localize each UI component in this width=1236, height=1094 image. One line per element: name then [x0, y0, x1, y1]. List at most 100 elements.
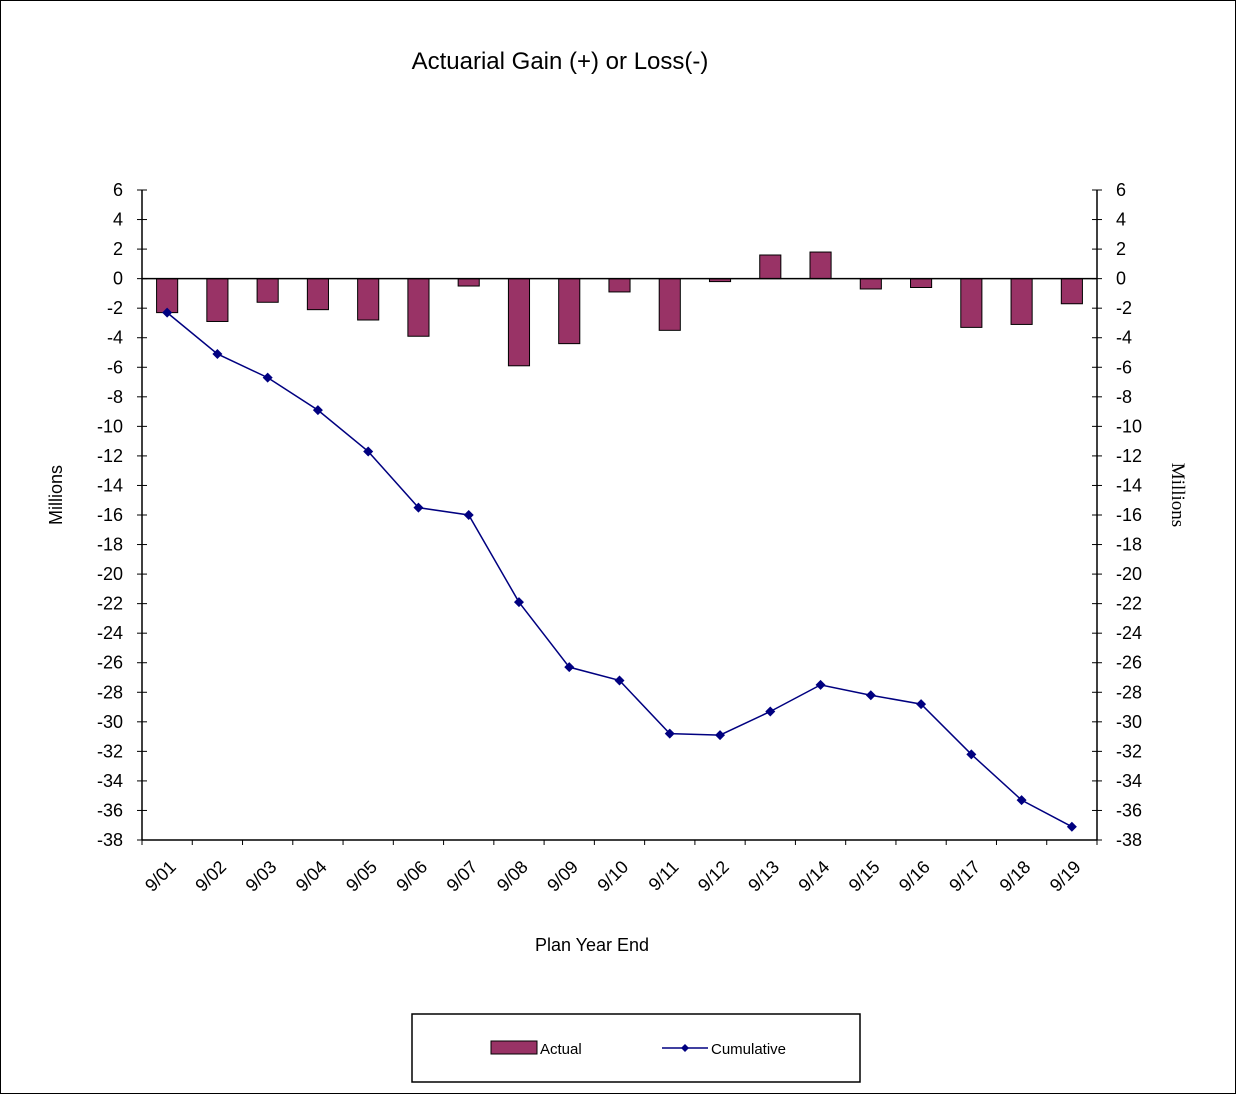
y-axis-label: Millions	[46, 465, 66, 525]
bar-actual	[156, 278, 179, 314]
chart-title: Actuarial Gain (+) or Loss(-)	[412, 48, 709, 75]
x-tick-label: 9/05	[342, 857, 381, 896]
left-tick-label: 6	[113, 180, 123, 200]
left-tick-label: -28	[97, 682, 123, 702]
left-tick-label: -2	[107, 298, 123, 318]
marker-cumulative	[162, 307, 173, 318]
left-tick-label: 2	[113, 239, 123, 259]
right-tick-label: 6	[1116, 180, 1126, 200]
y-axis-label-right: Millions	[1167, 463, 1188, 527]
legend-swatch-actual	[490, 1040, 538, 1055]
right-tick-label: -30	[1116, 712, 1142, 732]
right-tick-label: -8	[1116, 387, 1132, 407]
left-tick-label: -36	[97, 800, 123, 820]
bar-actual	[658, 278, 681, 331]
x-tick-label: 9/10	[593, 857, 632, 896]
marker-cumulative	[865, 690, 876, 701]
left-tick-label: 4	[113, 210, 123, 230]
left-tick-label: -10	[97, 416, 123, 436]
left-tick-label: -32	[97, 741, 123, 761]
bar-actual	[1010, 278, 1033, 325]
legend-box	[411, 1013, 861, 1083]
x-tick-label: 9/18	[996, 857, 1035, 896]
x-tick-label: 9/03	[242, 857, 281, 896]
x-tick-label: 9/13	[744, 857, 783, 896]
marker-cumulative	[363, 446, 374, 457]
bar-actual	[357, 278, 380, 321]
marker-cumulative	[916, 699, 927, 710]
bar-actual	[256, 278, 279, 303]
legend-marker-cumulative	[681, 1044, 689, 1052]
bar-actual	[206, 278, 229, 322]
left-tick-label: 0	[113, 269, 123, 289]
right-tick-label: -10	[1116, 416, 1142, 436]
right-tick-label: -36	[1116, 800, 1142, 820]
marker-cumulative	[1016, 795, 1027, 806]
left-tick-label: -24	[97, 623, 123, 643]
bar-actual	[859, 278, 882, 290]
left-tick-label: -16	[97, 505, 123, 525]
right-tick-label: -38	[1116, 830, 1142, 850]
x-tick-label: 9/15	[845, 857, 884, 896]
right-tick-label: 0	[1116, 269, 1126, 289]
bar-actual	[407, 278, 430, 337]
marker-cumulative	[513, 597, 524, 608]
right-tick-label: 4	[1116, 210, 1126, 230]
marker-cumulative	[815, 679, 826, 690]
bar-actual	[1060, 278, 1083, 305]
marker-cumulative	[614, 675, 625, 686]
x-tick-label: 9/17	[945, 857, 984, 896]
left-tick-label: -14	[97, 475, 123, 495]
x-axis-label: Plan Year End	[535, 935, 649, 955]
bar-actual	[457, 278, 480, 287]
marker-cumulative	[212, 348, 223, 359]
right-tick-label: -34	[1116, 771, 1142, 791]
bar-actual	[809, 251, 832, 280]
left-tick-label: -34	[97, 771, 123, 791]
right-tick-label: -18	[1116, 535, 1142, 555]
x-tick-label: 9/04	[292, 857, 331, 896]
bar-actual	[306, 278, 329, 311]
marker-cumulative	[765, 706, 776, 717]
right-tick-label: -32	[1116, 741, 1142, 761]
right-tick-label: -14	[1116, 475, 1142, 495]
right-tick-label: 2	[1116, 239, 1126, 259]
left-tick-label: -6	[107, 357, 123, 377]
x-tick-label: 9/19	[1046, 857, 1085, 896]
right-tick-label: -24	[1116, 623, 1142, 643]
x-axis: 9/01 9/02 9/03 9/04 9/05 9/06 9/07 9/08 9/09 9/10…	[141, 839, 1098, 896]
left-tick-label: -8	[107, 387, 123, 407]
left-tick-label: -26	[97, 653, 123, 673]
x-tick-label: 9/02	[191, 857, 230, 896]
x-tick-label: 9/07	[443, 857, 482, 896]
legend-label-actual: Actual	[540, 1041, 582, 1058]
left-tick-label: -22	[97, 594, 123, 614]
legend: Actual Cumulative	[411, 1013, 861, 1083]
bar-actual	[960, 278, 983, 328]
right-tick-label: -16	[1116, 505, 1142, 525]
right-tick-label: -6	[1116, 357, 1132, 377]
left-axis: 6 4 2 0 -2 -4 -6 -8 -10 -12 -14 -16 -18 -20 -22 -24 -26 -…	[97, 180, 147, 850]
left-tick-label: -12	[97, 446, 123, 466]
marker-cumulative	[966, 749, 977, 760]
x-tick-label: 9/16	[895, 857, 934, 896]
bar-actual	[910, 278, 933, 288]
right-tick-label: -28	[1116, 682, 1142, 702]
marker-cumulative	[262, 372, 273, 383]
bar-actual	[759, 254, 782, 280]
left-tick-label: -18	[97, 535, 123, 555]
x-tick-label: 9/14	[794, 857, 833, 896]
x-tick-label: 9/06	[392, 857, 431, 896]
x-tick-label: 9/08	[493, 857, 532, 896]
right-tick-label: -20	[1116, 564, 1142, 584]
line-cumulative	[166, 312, 1073, 828]
plot-area	[142, 251, 1097, 832]
right-tick-label: -2	[1116, 298, 1132, 318]
right-tick-label: -26	[1116, 653, 1142, 673]
x-tick-label: 9/12	[694, 857, 733, 896]
marker-cumulative	[564, 662, 575, 673]
right-axis: 6 4 2 0 -2 -4 -6 -8 -10 -12 -14 -16 -18 -20 -22 -24 -26 -…	[1092, 180, 1142, 850]
left-tick-label: -38	[97, 830, 123, 850]
